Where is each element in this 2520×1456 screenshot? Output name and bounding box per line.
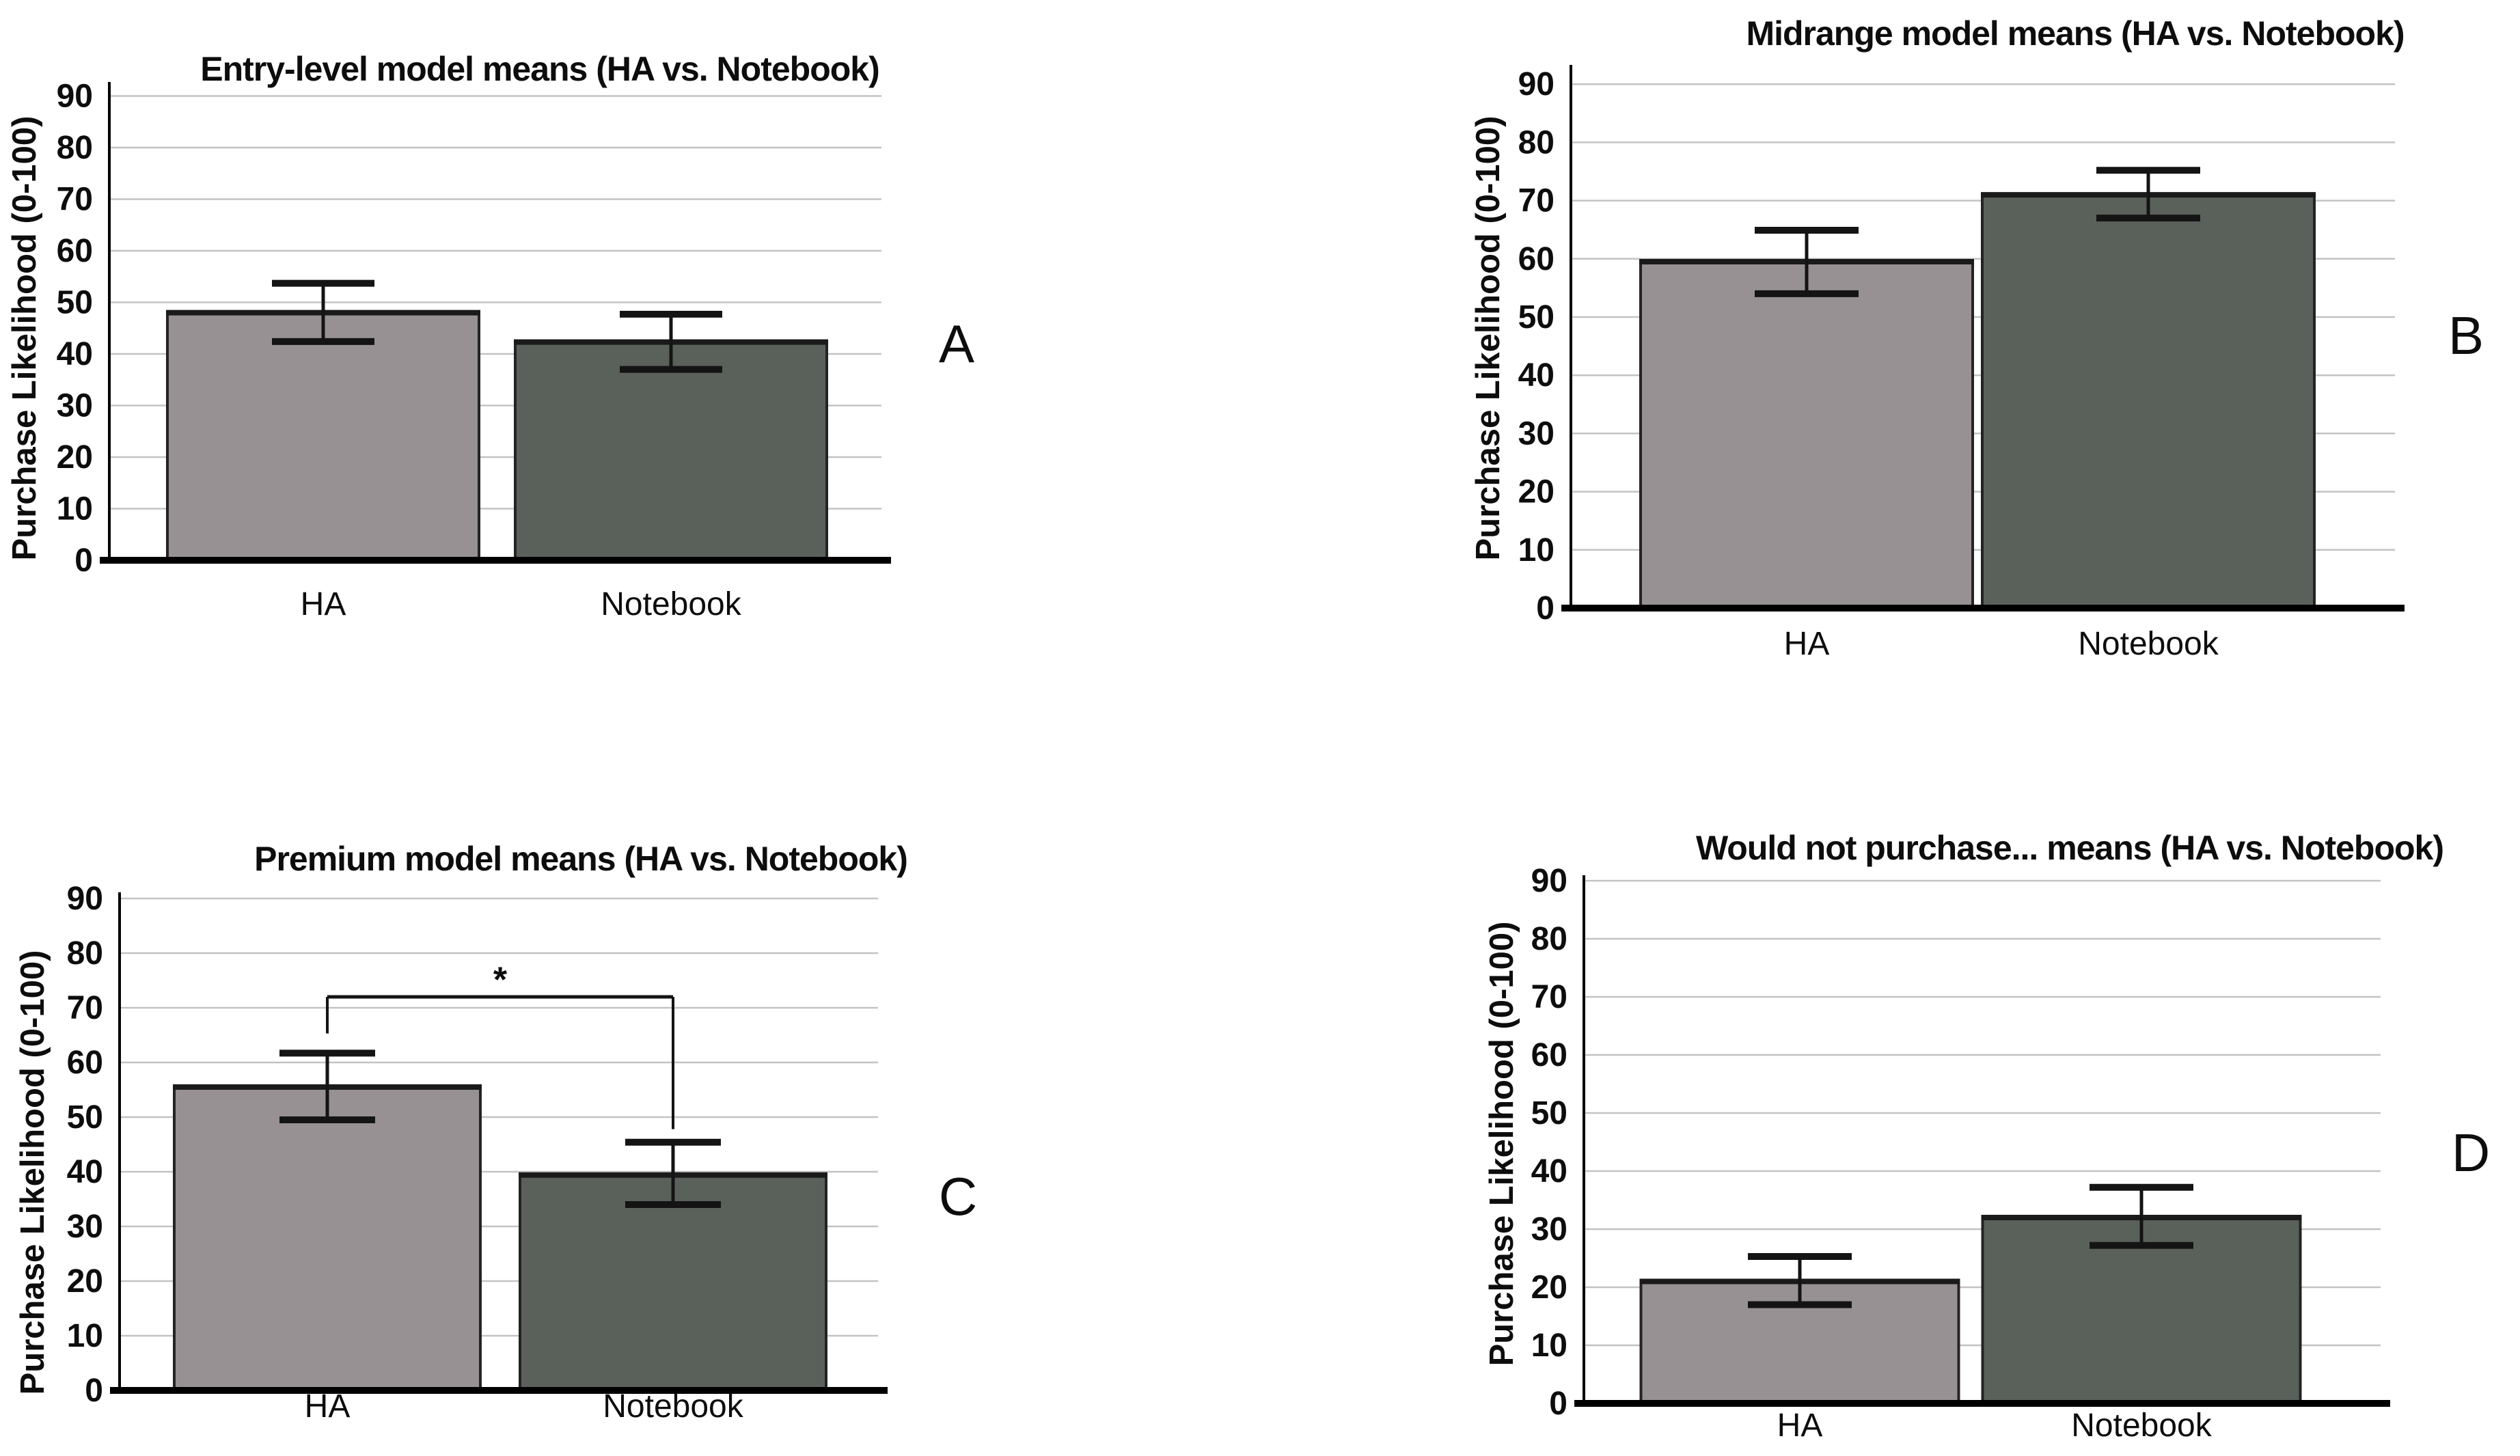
y-tick-label: 50 [1531, 1095, 1567, 1131]
y-tick-label: 20 [1518, 474, 1555, 510]
y-tick-label: 90 [1531, 863, 1567, 899]
panel-c-y-axis-label: Purchase Likelihood (0-100) [14, 950, 51, 1395]
panel-b-title: Midrange model means (HA vs. Notebook) [1746, 14, 2404, 53]
panel-b: 0 10 20 30 40 50 60 70 80 90 HA Notebook Midrange m… [1260, 0, 2520, 728]
x-category-label: Notebook [601, 586, 741, 622]
y-tick-label: 50 [67, 1099, 103, 1136]
y-tick-label: 50 [57, 285, 93, 321]
x-category-label: HA [1784, 626, 1830, 662]
y-tick-label: 60 [1518, 241, 1555, 277]
panel-b-letter: B [2448, 305, 2484, 366]
panel-d-y-axis-label: Purchase Likelihood (0-100) [1483, 922, 1520, 1366]
panel-d-letter: D [2452, 1123, 2490, 1183]
y-tick-label: 0 [74, 542, 93, 579]
significance-star: * [493, 960, 508, 1000]
y-tick-label: 80 [67, 935, 103, 972]
panel-a-y-axis-label: Purchase Likelihood (0-100) [6, 116, 43, 561]
panel-d-chart: 0 10 20 30 40 50 60 70 80 90 HA Notebook Would not … [1483, 829, 2490, 1444]
y-tick-label: 90 [1518, 66, 1555, 102]
y-tick-label: 70 [1531, 979, 1567, 1015]
y-tick-label: 10 [67, 1318, 103, 1354]
y-tick-label: 30 [57, 388, 93, 424]
bar-ha [166, 311, 480, 562]
bar-ha [1639, 260, 1974, 609]
y-tick-label: 90 [67, 881, 103, 917]
y-tick-label: 40 [1518, 357, 1555, 394]
y-tick-label: 0 [85, 1373, 103, 1409]
y-tick-label: 30 [1518, 415, 1555, 452]
panel-c-chart: 0 10 20 30 40 50 60 70 80 90 HA Notebook * Premium m… [14, 840, 977, 1425]
panel-c: 0 10 20 30 40 50 60 70 80 90 HA Notebook * Premium m… [0, 728, 1260, 1456]
y-tick-label: 30 [67, 1209, 103, 1245]
panel-a-plot-area: 0 10 20 30 40 50 60 70 80 90 HA Notebook [57, 79, 891, 622]
bar-notebook [519, 1173, 827, 1392]
x-category-label: HA [1777, 1407, 1823, 1444]
y-tick-label: 70 [67, 990, 103, 1026]
y-tick-label: 80 [1531, 921, 1567, 957]
panel-c-title: Premium model means (HA vs. Notebook) [254, 840, 907, 878]
y-tick-label: 50 [1518, 299, 1555, 335]
x-category-label: HA [305, 1388, 351, 1425]
x-category-label: HA [301, 586, 346, 622]
panel-b-chart: 0 10 20 30 40 50 60 70 80 90 HA Notebook Midrange m… [1470, 14, 2484, 662]
x-category-label: Notebook [2071, 1407, 2212, 1444]
y-tick-label: 20 [67, 1263, 103, 1300]
y-tick-label: 20 [57, 439, 93, 476]
y-tick-label: 60 [57, 233, 93, 269]
y-tick-label: 20 [1531, 1269, 1567, 1306]
y-tick-label: 60 [67, 1045, 103, 1081]
x-category-label: Notebook [2078, 626, 2219, 662]
bar-notebook [514, 340, 828, 562]
y-tick-label: 40 [57, 336, 93, 372]
y-tick-label: 80 [57, 130, 93, 166]
y-tick-label: 0 [1536, 590, 1555, 627]
panel-c-plot-area: 0 10 20 30 40 50 60 70 80 90 HA Notebook * [67, 881, 888, 1425]
x-category-label: Notebook [603, 1388, 743, 1425]
bar-notebook [1981, 193, 2316, 609]
y-tick-label: 10 [1518, 532, 1555, 568]
panel-d-title: Would not purchase... means (HA vs. Note… [1696, 829, 2443, 867]
y-tick-label: 10 [1531, 1328, 1567, 1364]
panel-a-title: Entry-level model means (HA vs. Notebook… [200, 50, 879, 88]
panel-d: 0 10 20 30 40 50 60 70 80 90 HA Notebook Would not … [1260, 728, 2520, 1456]
bar-ha [173, 1086, 482, 1392]
y-tick-label: 80 [1518, 124, 1555, 161]
y-tick-label: 70 [57, 182, 93, 218]
y-tick-label: 70 [1518, 183, 1555, 219]
y-tick-label: 60 [1531, 1037, 1567, 1073]
panel-a-letter: A [939, 314, 974, 374]
panel-a: 0 10 20 30 40 50 60 70 80 90 HA Notebook Entry-leve… [0, 0, 1260, 728]
y-tick-label: 40 [1531, 1153, 1567, 1190]
panel-c-letter: C [939, 1166, 977, 1226]
y-tick-label: 10 [57, 491, 93, 527]
panel-b-plot-area: 0 10 20 30 40 50 60 70 80 90 HA Notebook [1518, 65, 2405, 662]
y-tick-label: 40 [67, 1154, 103, 1190]
y-tick-label: 30 [1531, 1211, 1567, 1248]
panel-b-y-axis-label: Purchase Likelihood (0-100) [1470, 116, 1507, 561]
y-tick-label: 90 [57, 79, 93, 115]
panel-a-chart: 0 10 20 30 40 50 60 70 80 90 HA Notebook Entry-leve… [6, 50, 974, 622]
panel-d-plot-area: 0 10 20 30 40 50 60 70 80 90 HA Notebook [1531, 863, 2390, 1444]
y-tick-label: 0 [1549, 1386, 1567, 1422]
